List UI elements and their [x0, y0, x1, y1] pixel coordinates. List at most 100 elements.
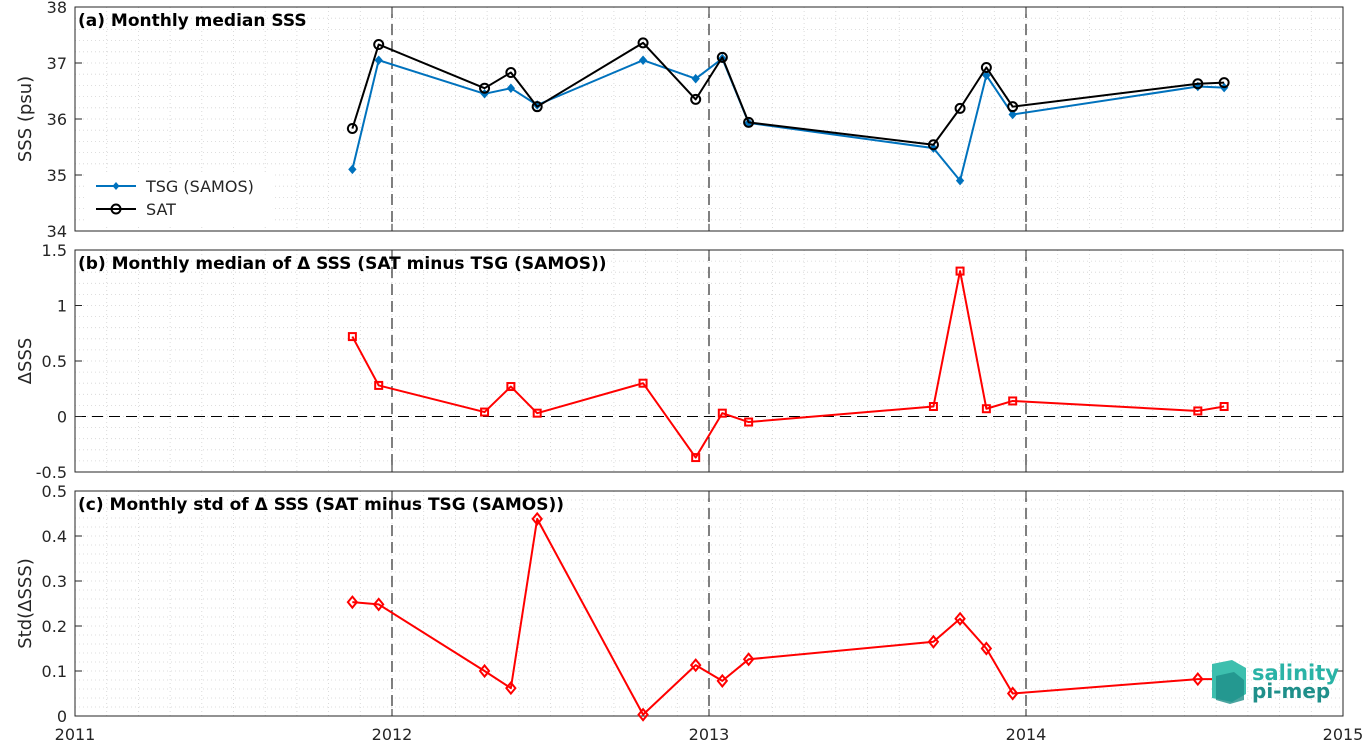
y-axis-label: SSS (psu) [15, 76, 36, 162]
salinity-pi-mep-logo: salinity pi-mep [1212, 660, 1339, 704]
data-point [531, 101, 543, 113]
data-point [1193, 406, 1203, 416]
panel-title: (b) Monthly median of Δ SSS (SAT minus T… [78, 254, 607, 274]
data-point [372, 597, 385, 612]
data-point [980, 61, 992, 73]
data-point [955, 266, 965, 276]
data-point [505, 67, 517, 79]
data-point [981, 404, 991, 414]
data-point [717, 408, 727, 418]
data-point [716, 673, 729, 688]
panel-title: (c) Monthly std of Δ SSS (SAT minus TSG … [78, 495, 564, 515]
data-point [506, 382, 516, 392]
data-point [954, 611, 966, 626]
data-point [532, 408, 542, 418]
x-tick-label: 2012 [372, 725, 413, 744]
data-point [1008, 109, 1017, 120]
data-point [480, 407, 490, 417]
data-point [348, 164, 357, 175]
y-tick-label: 1 [57, 297, 67, 316]
y-axis-label: ΔSSS [15, 338, 36, 385]
x-tick-labels: 2011 2012 2013 2014 2015 [55, 725, 1363, 744]
data-point [1007, 101, 1019, 113]
data-point [689, 658, 702, 673]
series-line [351, 41, 1225, 146]
data-point [1192, 78, 1204, 90]
data-point [346, 123, 358, 135]
data-point [929, 143, 938, 153]
data-point [638, 378, 648, 388]
series-0 [347, 266, 1229, 463]
data-point [347, 332, 357, 342]
data-point [1218, 77, 1230, 89]
data-point [691, 453, 701, 463]
data-point [690, 93, 702, 105]
data-point [928, 402, 938, 412]
y-tick-label: 34 [47, 222, 67, 241]
legend-label-tsg: TSG (SAMOS) [145, 177, 254, 196]
x-tick-label: 2015 [1323, 725, 1363, 744]
data-point [1006, 686, 1019, 701]
series-sat [346, 37, 1230, 151]
data-point [1192, 672, 1204, 687]
logo-text-pi-mep: pi-mep [1252, 679, 1330, 703]
y-tick-label: 35 [47, 166, 67, 185]
logo-text-salinity: salinity [1252, 661, 1339, 685]
data-point [1219, 402, 1229, 412]
series-line [352, 517, 1225, 716]
data-point [638, 55, 648, 65]
y-tick-label: 0.4 [42, 527, 67, 546]
data-point [955, 175, 965, 186]
y-tick-label: 0.1 [42, 662, 67, 681]
data-point [691, 73, 700, 84]
data-point [373, 39, 385, 51]
y-tick-label: 38 [47, 0, 67, 17]
y-tick-label: 0 [57, 707, 67, 726]
data-point [716, 51, 728, 63]
legend-marker-sat [110, 203, 122, 215]
data-point [531, 511, 543, 526]
data-point [374, 380, 384, 390]
data-point [506, 83, 516, 93]
panel-title: (a) Monthly median SSS [78, 11, 307, 31]
series-line [351, 270, 1225, 459]
y-tick-label: 1.5 [42, 241, 67, 260]
legend-marker-tsg [112, 182, 120, 190]
data-point [927, 634, 940, 649]
grid [74, 6, 1344, 232]
y-tick-label: 36 [47, 110, 67, 129]
data-point [478, 663, 491, 679]
data-point [742, 652, 755, 667]
y-tick-label: 37 [47, 54, 67, 73]
y-tick-label: 0.2 [42, 617, 67, 636]
y-axis-label: Std(ΔSSS) [15, 558, 36, 649]
data-point [637, 707, 649, 722]
data-point [743, 116, 755, 128]
data-point [954, 102, 966, 114]
data-point [927, 139, 939, 151]
data-point [505, 681, 517, 696]
y-tick-label: -0.5 [36, 463, 67, 482]
y-tick-label: 0.3 [42, 572, 67, 591]
x-tick-label: 2011 [55, 725, 96, 744]
y-tick-label: 0 [57, 408, 67, 427]
data-point [982, 70, 991, 81]
legend: TSG (SAMOS) SAT [84, 172, 274, 224]
data-point [479, 82, 491, 94]
data-point [1008, 396, 1018, 406]
data-point [346, 595, 359, 610]
legend-box [84, 172, 274, 224]
data-point [374, 55, 383, 65]
y-tick-label: 0.5 [42, 482, 67, 501]
data-point [744, 417, 754, 427]
legend-label-sat: SAT [146, 200, 176, 219]
panel-a-monthly-median-sss: 34 35 36 37 38 SSS (psu) (a) Monthly median SS… [15, 0, 1344, 241]
data-point [980, 641, 993, 656]
panel-b-monthly-median-delta-sss: -0.5 0 0.5 1 1.5 ΔSSS (b) Monthly median of Δ … [15, 241, 1344, 482]
y-tick-label: 0.5 [42, 352, 67, 371]
x-tick-label: 2014 [1006, 725, 1047, 744]
data-point [637, 37, 649, 49]
panel-c-monthly-std-delta-sss: 0 0.1 0.2 0.3 0.4 0.5 Std(ΔSSS) (c) Monthly std… [15, 482, 1363, 744]
x-tick-label: 2013 [689, 725, 730, 744]
